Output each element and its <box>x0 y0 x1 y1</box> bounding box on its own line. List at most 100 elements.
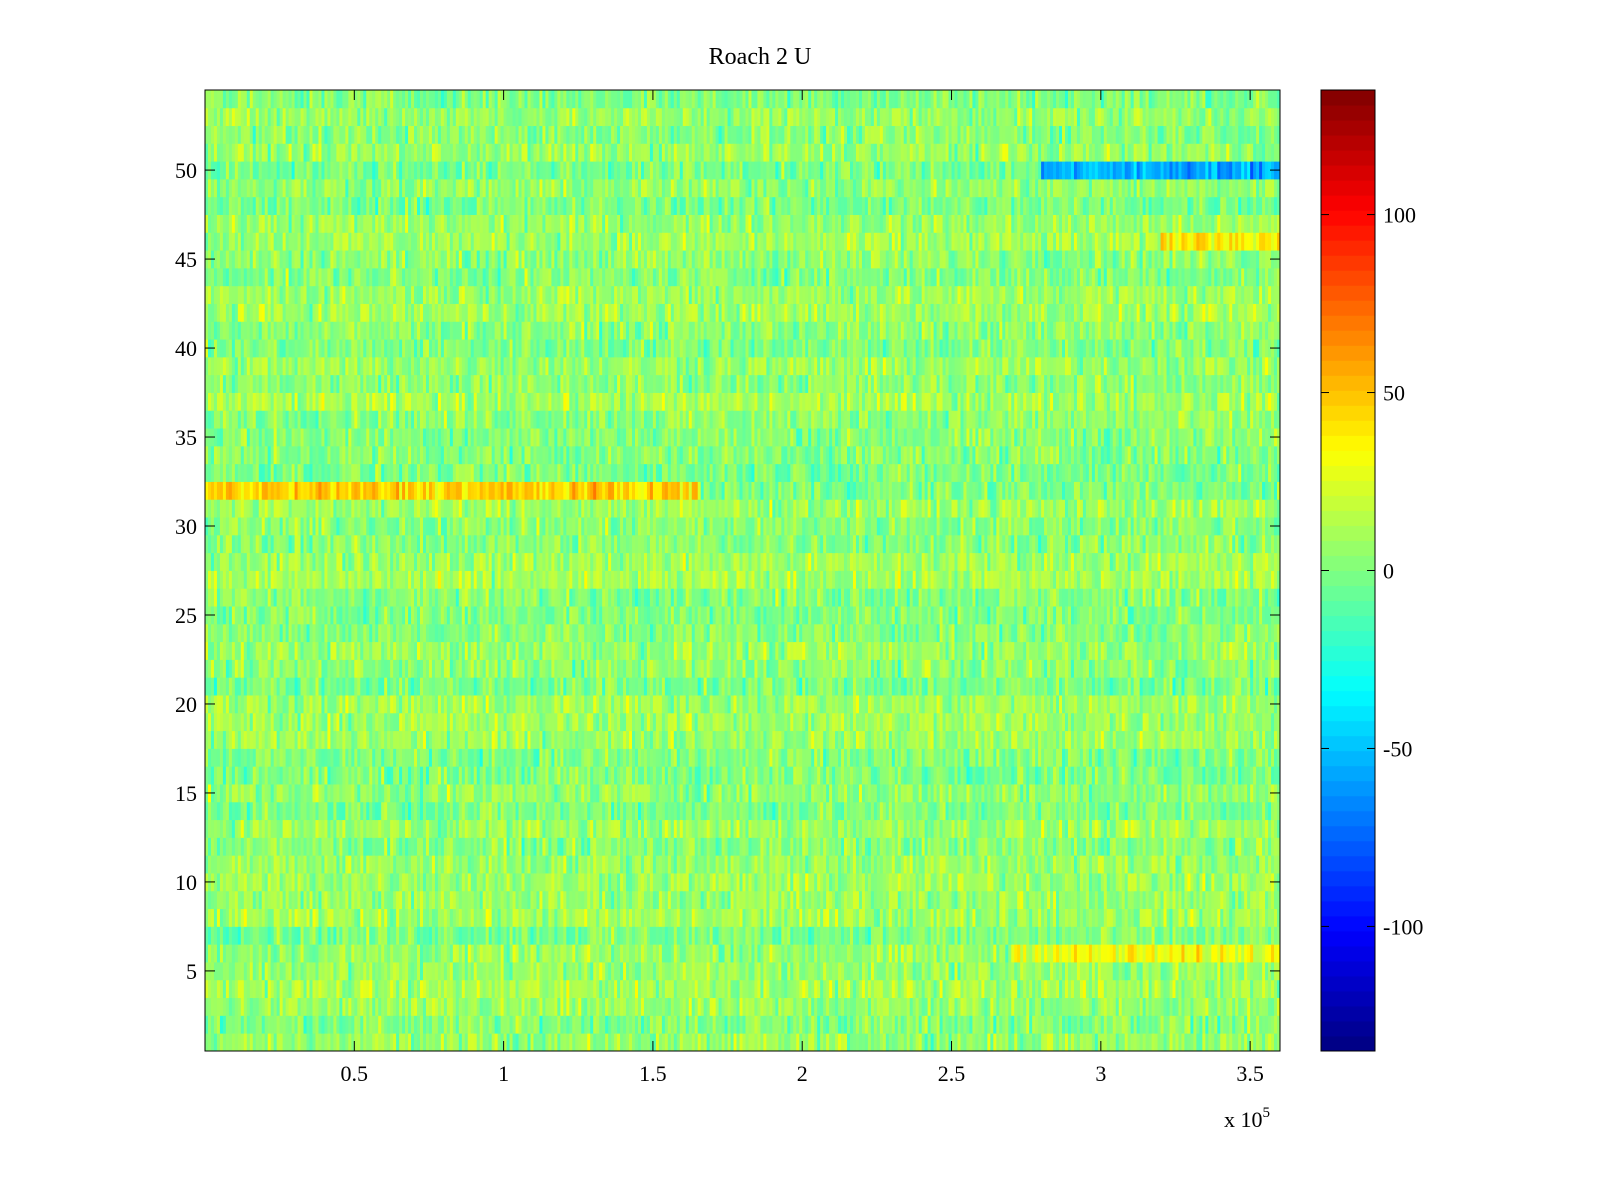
heatmap-cell <box>858 873 863 892</box>
heatmap-cell <box>587 801 591 821</box>
heatmap-cell <box>473 837 478 856</box>
heatmap-cell <box>384 837 388 856</box>
heatmap-cell <box>390 855 394 874</box>
heatmap-cell <box>1202 908 1206 927</box>
heatmap-cell <box>718 962 722 981</box>
heatmap-cell <box>488 997 493 1016</box>
heatmap-cell <box>981 890 985 910</box>
heatmap-cell <box>461 837 466 856</box>
heatmap-cell <box>363 801 367 821</box>
heatmap-cell <box>1211 944 1215 963</box>
heatmap-cell <box>984 1033 988 1052</box>
heatmap-cell <box>1178 819 1182 838</box>
heatmap-cell <box>518 855 522 874</box>
heatmap-cell <box>888 890 893 910</box>
heatmap-cell <box>918 962 923 981</box>
heatmap-cell <box>246 944 251 963</box>
heatmap-cell <box>835 1033 839 1052</box>
heatmap-cell <box>614 962 618 981</box>
heatmap-cell <box>912 962 917 981</box>
heatmap-cell <box>228 801 233 821</box>
heatmap-cell <box>297 837 301 856</box>
heatmap-cell <box>835 890 839 910</box>
heatmap-cell <box>1238 944 1242 963</box>
heatmap-cell <box>688 855 693 874</box>
heatmap-cell <box>763 962 767 981</box>
heatmap-cell <box>351 908 355 927</box>
heatmap-cell <box>1214 944 1218 963</box>
heatmap-cell <box>536 801 540 821</box>
heatmap-cell <box>542 819 546 838</box>
heatmap-cell <box>602 926 606 945</box>
heatmap-cell <box>339 801 343 821</box>
heatmap-cell <box>963 873 967 892</box>
heatmap-cell <box>739 890 743 910</box>
heatmap-cell <box>569 1033 573 1052</box>
heatmap-cell <box>1136 819 1141 838</box>
heatmap-cell <box>1020 837 1024 856</box>
heatmap-cell <box>342 837 346 856</box>
heatmap-cell <box>596 908 600 927</box>
heatmap-cell <box>1029 962 1033 981</box>
heatmap-cell <box>363 837 367 856</box>
heatmap-cell <box>847 855 851 874</box>
heatmap-cell <box>1184 962 1188 981</box>
heatmap-cell <box>1056 944 1060 963</box>
heatmap-cell <box>273 873 278 892</box>
heatmap-cell <box>375 962 379 981</box>
heatmap-cell <box>330 890 334 910</box>
heatmap-cell <box>1029 1015 1033 1034</box>
heatmap-cell <box>357 908 361 927</box>
heatmap-cell <box>790 944 794 963</box>
heatmap-cell <box>1217 819 1221 838</box>
heatmap-cell <box>1070 944 1075 963</box>
heatmap-cell <box>942 908 946 927</box>
heatmap-cell <box>443 837 448 856</box>
heatmap-cell <box>554 997 558 1016</box>
heatmap-cell <box>954 801 958 821</box>
heatmap-cell <box>873 890 878 910</box>
heatmap-cell <box>467 944 472 963</box>
heatmap-cell <box>470 873 475 892</box>
heatmap-cell <box>237 1015 242 1034</box>
heatmap-cell <box>1038 926 1042 945</box>
heatmap-cell <box>321 873 325 892</box>
heatmap-cell <box>596 962 600 981</box>
heatmap-cell <box>817 873 821 892</box>
heatmap-cell <box>500 855 505 874</box>
heatmap-cell <box>1094 926 1099 945</box>
heatmap-cell <box>321 997 325 1016</box>
heatmap-cell <box>927 1033 932 1052</box>
heatmap-cell <box>234 997 239 1016</box>
heatmap-cell <box>912 873 917 892</box>
heatmap-cell <box>518 819 522 838</box>
heatmap-cell <box>249 837 254 856</box>
heatmap-cell <box>309 926 313 945</box>
heatmap-cell <box>599 979 603 999</box>
heatmap-cell <box>1070 962 1075 981</box>
heatmap-cell <box>706 819 711 838</box>
heatmap-cell <box>545 979 549 999</box>
heatmap-cell <box>267 855 272 874</box>
heatmap-cell <box>587 979 591 999</box>
heatmap-cell <box>213 979 218 999</box>
heatmap-cell <box>1256 908 1260 927</box>
heatmap-cell <box>888 979 893 999</box>
heatmap-cell <box>408 801 412 821</box>
heatmap-cell <box>527 1015 531 1034</box>
heatmap-cell <box>626 873 630 892</box>
heatmap-cell <box>267 819 272 838</box>
heatmap-cell <box>957 873 961 892</box>
heatmap-cell <box>372 908 376 927</box>
heatmap-cell <box>844 962 848 981</box>
heatmap-cell <box>1136 944 1141 963</box>
heatmap-cell <box>1002 819 1006 838</box>
heatmap-cell <box>623 855 627 874</box>
heatmap-cell <box>237 855 242 874</box>
heatmap-cell <box>213 837 218 856</box>
heatmap-cell <box>682 837 687 856</box>
heatmap-cell <box>539 855 543 874</box>
heatmap-cell <box>742 926 746 945</box>
heatmap-cell <box>273 837 278 856</box>
heatmap-cell <box>1265 837 1269 856</box>
